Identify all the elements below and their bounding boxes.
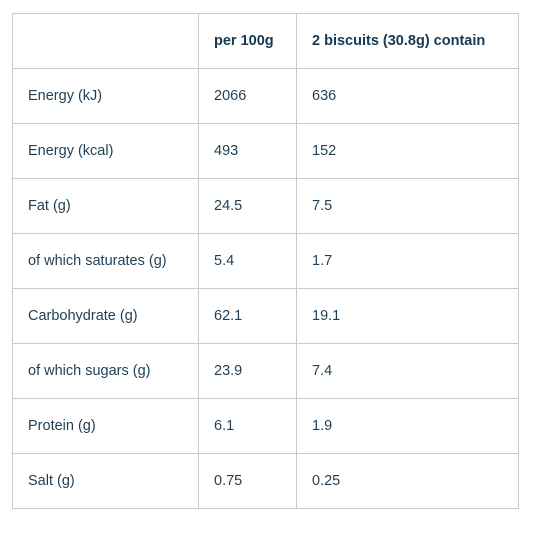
nutrient-name: of which saturates (g) (12, 233, 199, 289)
table-row: Carbohydrate (g) 62.1 19.1 (12, 288, 519, 344)
value-per-100g: 6.1 (198, 398, 297, 454)
table-header-row: per 100g 2 biscuits (30.8g) contain (12, 13, 519, 69)
header-per-100g: per 100g (198, 13, 297, 69)
value-per-serving: 1.7 (296, 233, 519, 289)
value-per-serving: 7.4 (296, 343, 519, 399)
value-per-serving: 19.1 (296, 288, 519, 344)
nutrient-name: Protein (g) (12, 398, 199, 454)
value-per-100g: 24.5 (198, 178, 297, 234)
value-per-serving: 0.25 (296, 453, 519, 509)
nutrient-name: Energy (kcal) (12, 123, 199, 179)
table-row: Protein (g) 6.1 1.9 (12, 398, 519, 454)
nutrient-name: Energy (kJ) (12, 68, 199, 124)
table-row: Salt (g) 0.75 0.25 (12, 453, 519, 509)
nutrition-table: per 100g 2 biscuits (30.8g) contain Ener… (12, 13, 519, 509)
header-per-serving: 2 biscuits (30.8g) contain (296, 13, 519, 69)
value-per-100g: 2066 (198, 68, 297, 124)
table-row: of which sugars (g) 23.9 7.4 (12, 343, 519, 399)
value-per-100g: 62.1 (198, 288, 297, 344)
nutrient-name: Fat (g) (12, 178, 199, 234)
table-row: Energy (kcal) 493 152 (12, 123, 519, 179)
table-row: of which saturates (g) 5.4 1.7 (12, 233, 519, 289)
nutrient-name: of which sugars (g) (12, 343, 199, 399)
nutrient-name: Carbohydrate (g) (12, 288, 199, 344)
value-per-100g: 493 (198, 123, 297, 179)
value-per-100g: 5.4 (198, 233, 297, 289)
value-per-serving: 152 (296, 123, 519, 179)
value-per-serving: 7.5 (296, 178, 519, 234)
value-per-serving: 636 (296, 68, 519, 124)
nutrient-name: Salt (g) (12, 453, 199, 509)
value-per-100g: 0.75 (198, 453, 297, 509)
table-row: Energy (kJ) 2066 636 (12, 68, 519, 124)
value-per-100g: 23.9 (198, 343, 297, 399)
value-per-serving: 1.9 (296, 398, 519, 454)
table-row: Fat (g) 24.5 7.5 (12, 178, 519, 234)
header-nutrient (12, 13, 199, 69)
